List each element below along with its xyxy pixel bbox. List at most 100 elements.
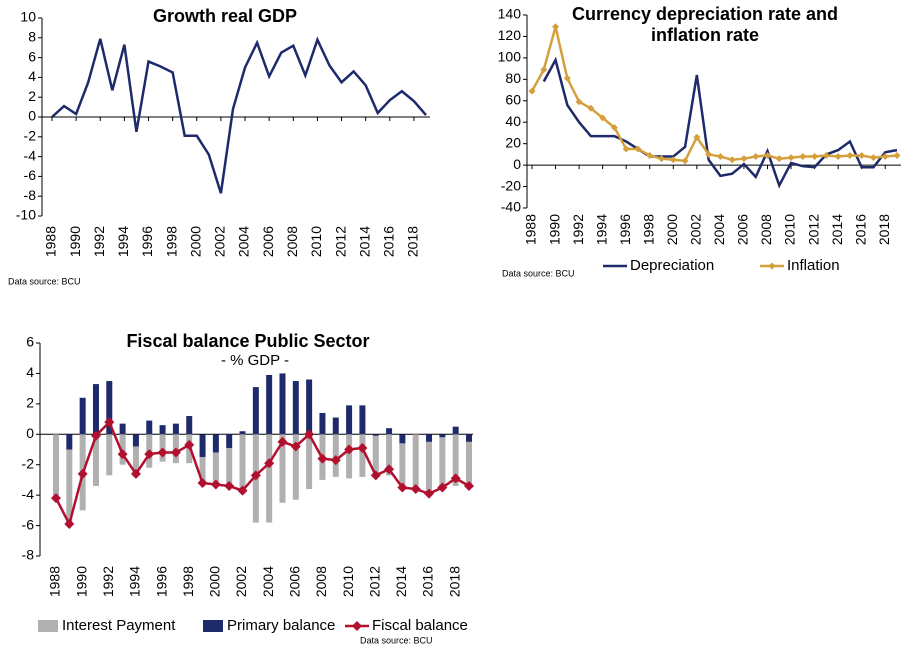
- y-tick-label: 40: [505, 113, 521, 129]
- point: [693, 133, 701, 141]
- x-tick-label: 2018: [446, 566, 462, 597]
- bar: [372, 435, 379, 476]
- x-tick-label: 2018: [876, 214, 892, 245]
- y-tick-label: 6: [28, 48, 36, 64]
- y-tick-label: 10: [20, 9, 36, 25]
- x-tick-label: 1996: [617, 214, 633, 245]
- x-tick-label: 2014: [393, 566, 409, 597]
- bar: [159, 425, 166, 435]
- point: [130, 468, 141, 479]
- point: [64, 519, 75, 530]
- point: [264, 458, 275, 469]
- point: [237, 485, 248, 496]
- bar: [266, 434, 273, 523]
- y-tick-label: 140: [498, 6, 522, 22]
- x-tick-label: 2000: [664, 214, 680, 245]
- bar: [266, 374, 273, 435]
- bar: [212, 452, 219, 485]
- y-tick-label: 0: [28, 108, 36, 124]
- x-tick-label: 1988: [47, 566, 63, 597]
- bar: [239, 431, 246, 435]
- x-tick-label: 2002: [212, 226, 228, 257]
- y-tick-label: -8: [22, 547, 35, 563]
- bar: [346, 405, 353, 435]
- x-tick-label: 2008: [758, 214, 774, 245]
- bar: [426, 441, 433, 494]
- point: [799, 153, 807, 161]
- bar: [452, 434, 459, 487]
- bar: [106, 381, 113, 435]
- legend-swatch: [38, 620, 58, 632]
- chart-title: Growth real GDP: [152, 6, 298, 26]
- x-tick-label: 2006: [287, 566, 303, 597]
- bar: [399, 443, 406, 488]
- point: [869, 154, 877, 162]
- point: [104, 417, 115, 428]
- point: [117, 449, 128, 460]
- bar: [412, 434, 419, 490]
- point: [587, 104, 595, 112]
- x-tick-label: 1990: [546, 214, 562, 245]
- x-tick-label: 2008: [313, 566, 329, 597]
- x-tick-label: 2006: [735, 214, 751, 245]
- y-tick-label: 8: [28, 29, 36, 45]
- x-tick-label: 2002: [233, 566, 249, 597]
- x-tick-label: 2002: [688, 214, 704, 245]
- bar: [466, 434, 472, 442]
- bar: [199, 434, 206, 458]
- chart-title: Fiscal balance Public Sector: [126, 331, 370, 351]
- point: [437, 482, 448, 493]
- bar: [319, 412, 326, 435]
- point: [304, 429, 315, 440]
- bar: [146, 420, 153, 435]
- bar: [252, 387, 259, 435]
- series-line: [530, 26, 898, 163]
- point: [450, 473, 461, 484]
- x-tick-label: 2004: [711, 214, 727, 245]
- legend-label: Interest Payment: [62, 617, 176, 634]
- chart-subtitle: - % GDP -: [220, 352, 290, 369]
- x-tick-label: 2004: [236, 226, 252, 257]
- point: [51, 493, 61, 504]
- point: [811, 153, 819, 161]
- point: [277, 436, 288, 447]
- series-line: [51, 36, 427, 194]
- bar: [346, 434, 353, 479]
- bar: [132, 434, 139, 447]
- bar: [132, 446, 139, 474]
- y-tick-label: 100: [498, 49, 522, 65]
- point: [846, 151, 854, 159]
- x-tick-label: 2010: [308, 226, 324, 257]
- point: [763, 151, 771, 159]
- data-source: Data source: BCU: [8, 276, 81, 286]
- point: [424, 488, 435, 499]
- x-tick-label: 2014: [356, 226, 372, 257]
- bar: [226, 434, 233, 448]
- point: [705, 150, 713, 158]
- point: [634, 145, 642, 153]
- x-tick-label: 2012: [805, 214, 821, 245]
- bar: [359, 434, 366, 477]
- y-tick-label: 2: [28, 88, 36, 104]
- bar: [332, 417, 339, 435]
- bar: [426, 434, 433, 442]
- x-tick-label: 1998: [180, 566, 196, 597]
- point: [563, 74, 571, 82]
- point: [658, 155, 666, 163]
- point: [775, 155, 783, 163]
- point: [157, 447, 168, 458]
- bar: [79, 397, 86, 435]
- x-tick-label: 2010: [340, 566, 356, 597]
- point: [552, 23, 560, 31]
- x-tick-label: 1996: [139, 226, 155, 257]
- bar: [279, 373, 286, 435]
- x-tick-label: 1992: [91, 226, 107, 257]
- y-tick-label: 6: [26, 334, 34, 350]
- bar: [172, 423, 179, 435]
- point: [410, 484, 421, 495]
- x-tick-label: 2016: [852, 214, 868, 245]
- bar: [279, 434, 286, 503]
- point: [740, 155, 748, 163]
- legend-swatch: [203, 620, 223, 632]
